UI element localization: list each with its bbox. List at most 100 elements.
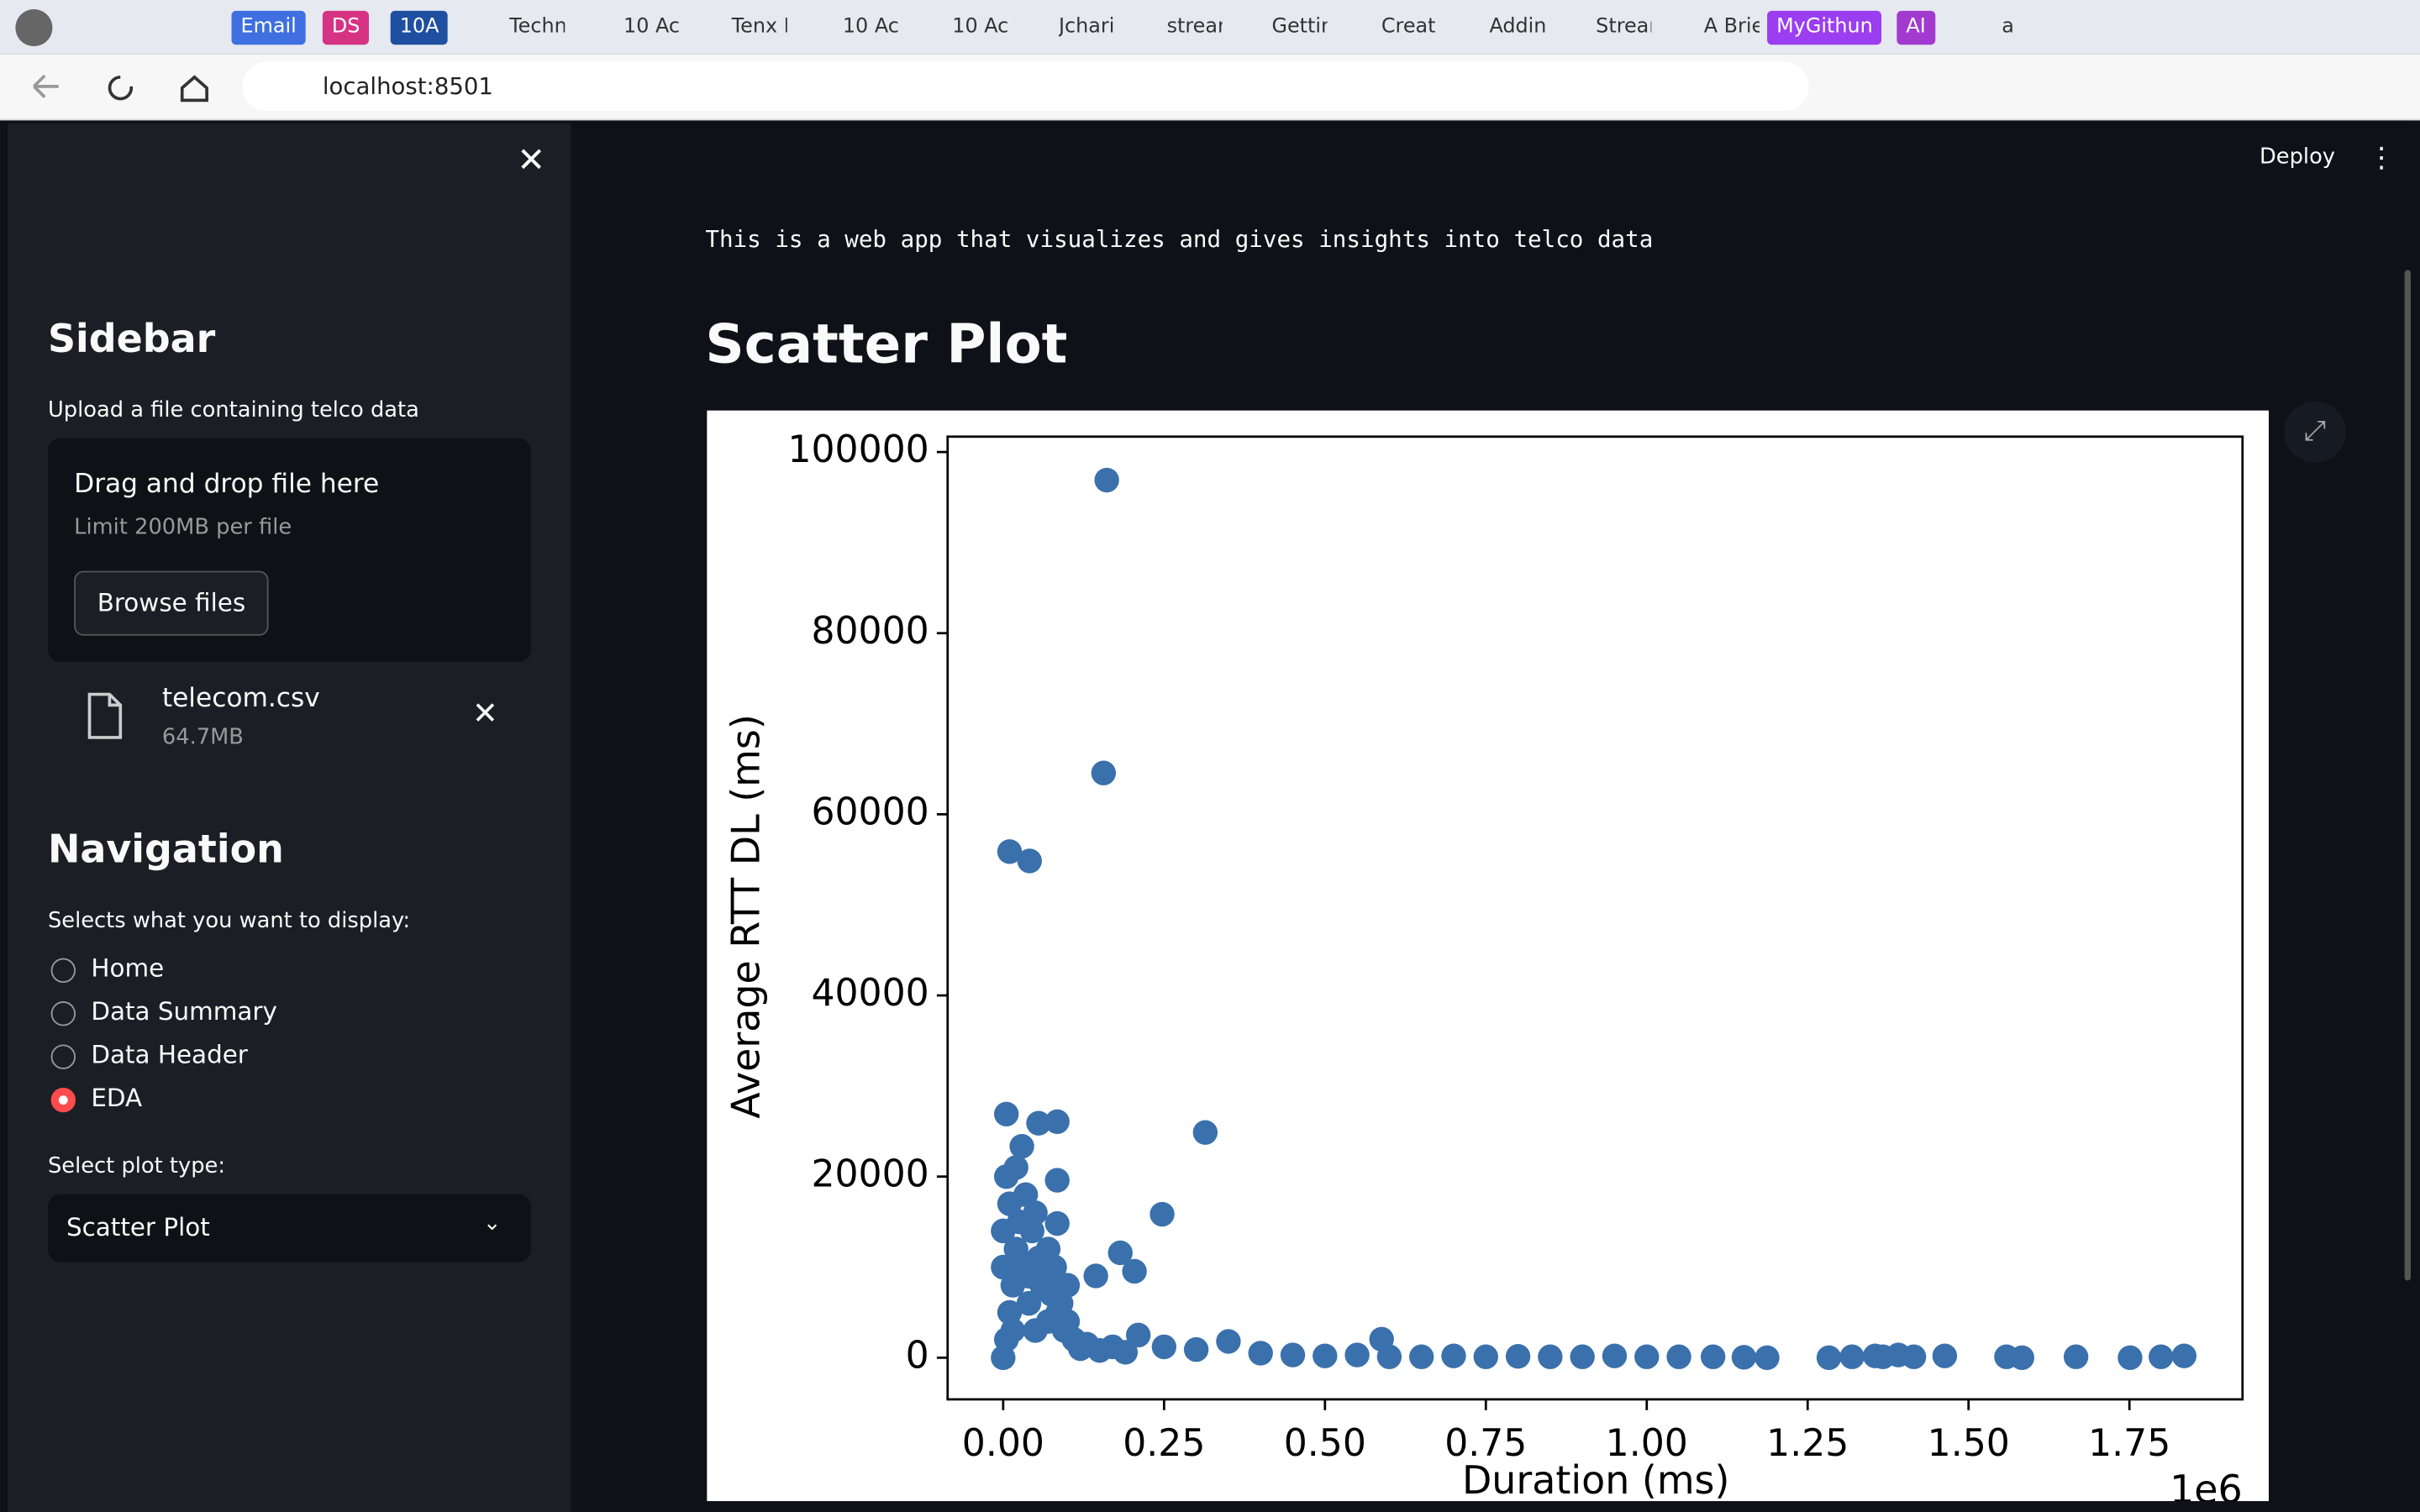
point xyxy=(1602,1343,1628,1368)
expand-button[interactable]: ⤢ xyxy=(2284,401,2346,464)
select-arrow: ⌄ xyxy=(482,1210,502,1236)
y-tick-label: 0 xyxy=(906,1334,929,1377)
point xyxy=(1044,1210,1070,1236)
x-tick-label: 0.25 xyxy=(1123,1422,1205,1465)
chart: Average RTT DL (ms) Duration (ms) 1e6 0 2… xyxy=(707,410,2270,1502)
y-tick-label: 20000 xyxy=(811,1153,929,1196)
point xyxy=(1009,1133,1034,1159)
x-tick-label: 0.00 xyxy=(962,1422,1044,1465)
point xyxy=(1280,1342,1306,1368)
dropzone-title: Drag and drop file here xyxy=(74,469,380,501)
nav-buttons[interactable] xyxy=(28,70,229,103)
point xyxy=(1122,1258,1147,1284)
point xyxy=(993,1101,1019,1126)
point xyxy=(1044,1168,1070,1193)
browser-tab[interactable]: Addin xyxy=(1489,15,1545,39)
point xyxy=(991,1218,1016,1244)
url-field[interactable]: localhost:8501 xyxy=(242,61,1809,112)
sidebar: ✕ Sidebar Upload a file containing telco… xyxy=(8,123,571,1512)
point xyxy=(1344,1342,1370,1368)
radio-label[interactable]: Data Summary xyxy=(91,996,277,1026)
browser-tab[interactable]: 10 Ac xyxy=(623,15,680,39)
radio-label[interactable]: Home xyxy=(91,953,165,984)
browser-tab[interactable]: Gettin xyxy=(1271,15,1327,39)
point xyxy=(1901,1344,1927,1369)
browser-tab[interactable]: Techn xyxy=(509,15,566,39)
browser-tab[interactable]: Creat xyxy=(1381,15,1436,39)
point xyxy=(2118,1345,2143,1371)
browser-tab[interactable]: AI xyxy=(1897,10,1935,45)
point xyxy=(1026,1110,1051,1136)
y-tick-label: 40000 xyxy=(811,972,929,1015)
nav-label: Selects what you want to display: xyxy=(47,908,411,934)
file-size: 64.7MB xyxy=(161,725,244,750)
radio-button[interactable] xyxy=(50,958,76,984)
point xyxy=(1700,1344,1726,1369)
point xyxy=(991,1254,1016,1280)
point xyxy=(1016,1263,1042,1289)
y-tick-label: 60000 xyxy=(811,790,929,833)
description: This is a web app that visualizes and gi… xyxy=(705,225,1654,254)
point xyxy=(1107,1240,1133,1266)
browser-tab[interactable]: DS xyxy=(322,10,370,45)
browser-tab[interactable]: Jchari xyxy=(1059,15,1115,39)
point xyxy=(1731,1345,1757,1370)
profile-icon[interactable] xyxy=(13,6,55,49)
point xyxy=(1216,1329,1241,1354)
point xyxy=(1094,467,1119,493)
plot-label: Select plot type: xyxy=(47,1153,226,1179)
deploy-button[interactable]: Deploy xyxy=(2259,144,2336,171)
radio-label[interactable]: Data Header xyxy=(91,1039,248,1069)
point xyxy=(1839,1344,1865,1369)
browser-tab[interactable]: 10 Ac xyxy=(952,15,1008,39)
plot-select[interactable]: Scatter Plot ⌄ xyxy=(47,1194,531,1263)
remove-file[interactable]: ✕ xyxy=(472,694,498,732)
tab-bar: Email DS 10A Techn 10 Ac Tenx P 10 Ac 10 Ac Jcha… xyxy=(0,0,2420,55)
browser-tab[interactable]: A Brie xyxy=(1703,15,1760,39)
point xyxy=(1538,1344,1563,1369)
radio-button[interactable] xyxy=(50,1087,76,1113)
dropzone[interactable]: Drag and drop file here Limit 200MB per … xyxy=(47,438,531,662)
point xyxy=(1409,1344,1434,1369)
point xyxy=(1000,1318,1026,1343)
point xyxy=(1183,1336,1209,1362)
browser-tab[interactable]: 10 Ac xyxy=(842,15,898,39)
plot-select-value: Scatter Plot xyxy=(66,1212,210,1242)
close-sidebar[interactable]: ✕ xyxy=(517,141,546,181)
browser-tab[interactable]: Strear xyxy=(1596,15,1652,39)
x-tick-label: 1.50 xyxy=(1928,1422,2010,1465)
x-offset-label: 1e6 xyxy=(2170,1467,2243,1501)
browse-button[interactable]: Browse files xyxy=(74,570,269,636)
point xyxy=(1023,1200,1048,1226)
point xyxy=(1248,1341,1273,1366)
x-tick-label: 1.00 xyxy=(1606,1422,1688,1465)
browser-tab[interactable]: strear xyxy=(1166,15,1223,39)
point xyxy=(1151,1334,1177,1360)
browser-tab[interactable]: MyGithun xyxy=(1767,10,1882,45)
point xyxy=(1126,1322,1151,1348)
heading: Scatter Plot xyxy=(705,314,1068,377)
point xyxy=(997,839,1023,864)
y-tick-label: 100000 xyxy=(787,428,929,471)
y-axis-label: Average RTT DL (ms) xyxy=(723,714,768,1118)
point xyxy=(1091,760,1117,785)
point xyxy=(1666,1344,1691,1369)
browser-tab[interactable]: Tenx P xyxy=(731,15,787,39)
point xyxy=(1473,1344,1498,1369)
radio-label[interactable]: EDA xyxy=(91,1083,143,1113)
menu-button[interactable]: ⋮ xyxy=(2367,141,2396,175)
browser-tab[interactable]: 10A xyxy=(390,10,449,45)
browser-tab[interactable]: Email xyxy=(231,10,306,45)
browser-tab[interactable]: a xyxy=(2002,15,2014,39)
radio-button[interactable] xyxy=(50,1044,76,1069)
point xyxy=(1754,1345,1780,1371)
x-axis-label: Duration (ms) xyxy=(1462,1457,1729,1501)
radio-button[interactable] xyxy=(50,1001,76,1026)
sidebar-title: Sidebar xyxy=(47,316,216,361)
upload-label: Upload a file containing telco data xyxy=(47,397,419,423)
file-icon xyxy=(87,692,123,739)
point xyxy=(1113,1340,1139,1365)
point xyxy=(1505,1344,1531,1369)
